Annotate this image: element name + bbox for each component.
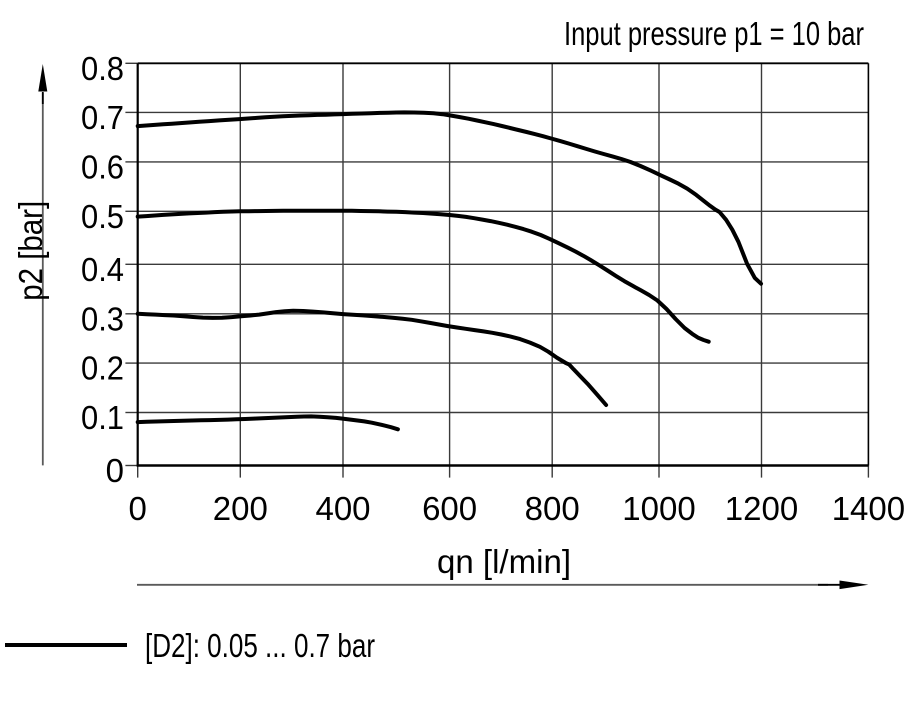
svg-text:0.6: 0.6	[81, 149, 124, 186]
svg-text:400: 400	[315, 490, 370, 527]
svg-text:600: 600	[422, 490, 477, 527]
svg-text:0.8: 0.8	[81, 50, 124, 87]
svg-text:0.3: 0.3	[81, 300, 124, 337]
svg-text:1400: 1400	[832, 490, 905, 527]
svg-text:0.1: 0.1	[81, 399, 124, 436]
svg-text:0.5: 0.5	[81, 198, 124, 235]
svg-text:[D2]: 0.05 ... 0.7 bar: [D2]: 0.05 ... 0.7 bar	[145, 627, 375, 664]
svg-text:1200: 1200	[725, 490, 798, 527]
svg-text:p2 [bar]: p2 [bar]	[12, 201, 49, 301]
svg-text:1000: 1000	[622, 490, 695, 527]
svg-text:0.2: 0.2	[81, 350, 124, 387]
svg-text:0: 0	[129, 490, 147, 527]
svg-text:0.7: 0.7	[81, 99, 124, 136]
svg-text:Input pressure p1 = 10 bar: Input pressure p1 = 10 bar	[564, 15, 864, 52]
svg-text:200: 200	[213, 490, 268, 527]
svg-text:qn [l/min]: qn [l/min]	[437, 543, 571, 580]
svg-text:800: 800	[525, 490, 580, 527]
svg-text:0.4: 0.4	[81, 251, 124, 288]
svg-text:0: 0	[106, 452, 124, 489]
